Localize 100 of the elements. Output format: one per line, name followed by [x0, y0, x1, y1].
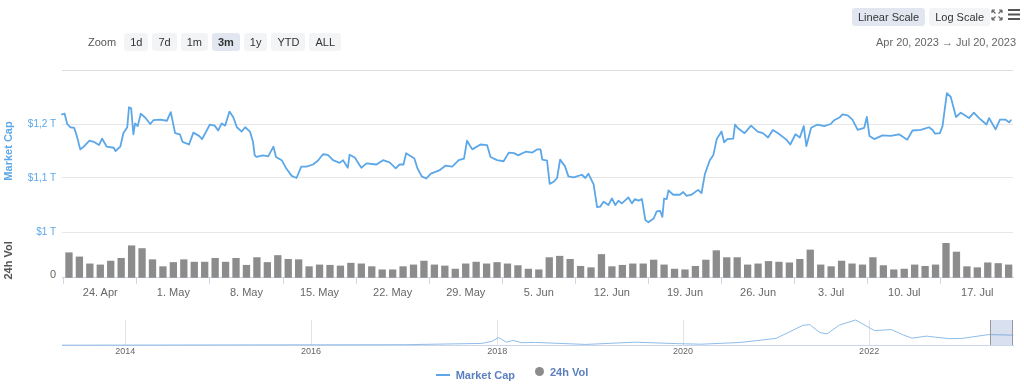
legend-label: Market Cap: [455, 369, 515, 381]
bar: [743, 264, 752, 278]
bar: [326, 264, 334, 278]
x-tick-label: 10. Jul: [888, 286, 921, 299]
bar: [712, 250, 720, 278]
y-tick-label: $1,2 T: [27, 117, 56, 129]
text: 1y: [243, 33, 268, 51]
bar: [180, 259, 188, 278]
bar: [837, 260, 846, 278]
bar: [378, 269, 386, 278]
x-tick-label: 2014: [115, 346, 136, 357]
bar: [305, 266, 313, 278]
bar: [315, 264, 324, 278]
bar: [879, 265, 888, 278]
x-tick-label: 5. Jun: [523, 286, 554, 299]
bar: [357, 263, 365, 278]
bar: [942, 243, 950, 278]
bar: [764, 261, 773, 278]
bar: [890, 269, 898, 278]
bar: [232, 257, 240, 278]
bar: [472, 261, 480, 278]
bar: [597, 254, 606, 278]
y-axis-title: Market Cap: [1, 121, 14, 181]
bar: [785, 262, 794, 278]
x-tick-label: 3. Jul: [818, 286, 845, 299]
bar: [827, 266, 835, 278]
bar: [587, 267, 595, 278]
bar: [211, 257, 219, 278]
bar: [566, 259, 574, 278]
bar: [931, 264, 940, 278]
bar: [670, 268, 679, 278]
bar: [75, 256, 84, 278]
x-tick-label: 2016: [301, 346, 322, 357]
bar: [817, 264, 825, 278]
y-axis-title: 24h Vol: [1, 241, 14, 280]
bar: [107, 260, 115, 278]
bar: [994, 263, 1002, 278]
bar: [984, 262, 992, 278]
legend-label: 24h Vol: [549, 365, 589, 378]
x-tick-label: 17. Jul: [961, 286, 994, 299]
text: Zoom: [88, 36, 117, 48]
x-tick-label: 8. May: [229, 286, 264, 299]
bar: [691, 265, 700, 278]
bar: [806, 249, 814, 278]
bar: [295, 259, 303, 278]
bar: [482, 263, 491, 278]
bar: [973, 267, 981, 278]
bar: [556, 255, 564, 278]
bar: [775, 261, 783, 278]
bar: [368, 266, 376, 278]
bar: [1005, 264, 1013, 278]
bar: [117, 257, 125, 278]
bar: [911, 264, 919, 278]
bar: [451, 268, 459, 278]
bar: [409, 264, 418, 278]
bar: [921, 265, 929, 278]
bar: [127, 245, 136, 278]
bar: [900, 268, 908, 278]
bar: [138, 248, 146, 278]
text: Linear Scale: [852, 8, 926, 26]
bar: [253, 257, 261, 278]
text: 1d: [124, 33, 149, 51]
bar: [660, 264, 668, 278]
text: ALL: [309, 33, 342, 51]
bar: [274, 255, 282, 278]
bar: [952, 251, 961, 278]
bar: [263, 262, 271, 278]
bar: [848, 263, 856, 278]
bar: [733, 257, 741, 278]
bar: [441, 265, 449, 278]
x-tick-label: 22. May: [373, 286, 413, 299]
y-tick-label: $1,1 T: [27, 171, 56, 183]
x-tick-label: 1. May: [156, 286, 191, 299]
x-tick-label: 29. May: [446, 286, 486, 299]
text: YTD: [271, 33, 306, 51]
bar: [545, 257, 553, 278]
bar: [190, 261, 198, 278]
bar: [629, 263, 637, 278]
bar: [96, 264, 104, 278]
bar: [503, 263, 512, 278]
x-tick-label: 2018: [487, 346, 508, 357]
text: 0: [49, 267, 56, 280]
x-tick-label: 2020: [673, 346, 694, 357]
y-tick-label: $1 T: [36, 225, 56, 237]
bar: [493, 262, 501, 278]
x-tick-label: 19. Jun: [666, 286, 704, 299]
x-tick-label: 24. Apr: [82, 286, 119, 299]
bar: [221, 261, 230, 278]
x-tick-label: 26. Jun: [740, 286, 777, 299]
x-tick-label: 15. May: [299, 286, 340, 299]
bar: [388, 269, 397, 278]
bar: [65, 252, 73, 278]
text: Apr 20, 2023 → Jul 20, 2023: [875, 36, 1016, 48]
bar: [169, 262, 178, 278]
bar: [858, 264, 867, 278]
bar: [754, 263, 762, 278]
bar: [159, 266, 167, 278]
bar: [201, 261, 209, 278]
bar: [608, 266, 616, 278]
bar: [681, 269, 689, 278]
